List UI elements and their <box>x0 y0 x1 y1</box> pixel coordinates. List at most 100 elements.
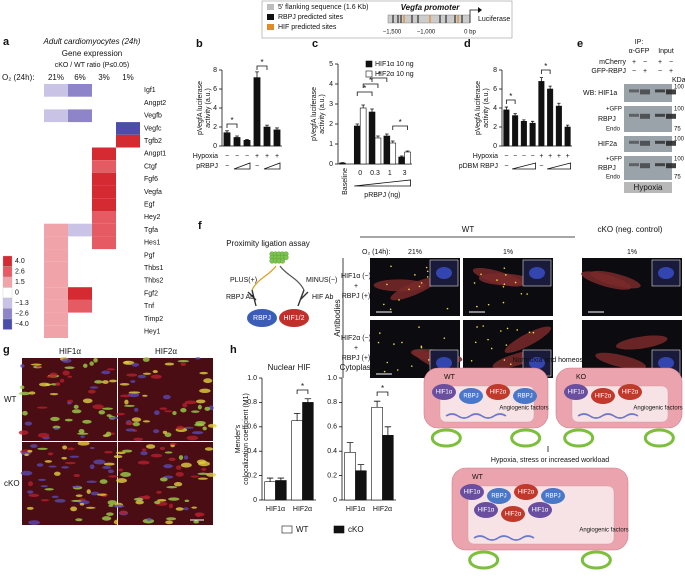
tissue <box>177 359 190 363</box>
protein <box>541 488 565 504</box>
column-label: 1% <box>122 73 134 82</box>
scale-label: 0 <box>15 289 19 296</box>
condition-label: Hypoxia <box>193 153 218 160</box>
x-tick-label: Baseline <box>342 168 349 195</box>
heatmap-cell <box>116 134 140 148</box>
tissue <box>193 520 199 524</box>
pla-dot <box>425 266 428 269</box>
tissue <box>119 394 132 398</box>
tissue <box>108 379 118 383</box>
tissue <box>93 357 98 363</box>
heatmap-cell <box>44 274 68 288</box>
y-axis-label: pVegfA luciferase <box>475 81 482 135</box>
gene-label: Tgfb2 <box>144 138 162 145</box>
arrow-head <box>478 7 482 13</box>
tissue <box>99 479 108 484</box>
condition-mark: − <box>235 153 239 160</box>
column-label: HIF2α <box>155 347 177 356</box>
tissue <box>89 386 99 389</box>
pla-dot <box>418 326 420 328</box>
tissue <box>176 425 185 431</box>
tissue <box>190 475 199 478</box>
error-bar <box>376 135 380 138</box>
tissue <box>134 407 139 412</box>
pla-dot <box>516 329 518 331</box>
tissue <box>153 429 160 434</box>
tissue <box>166 486 178 489</box>
error-bar <box>405 150 410 152</box>
tissue <box>152 370 158 374</box>
tissue <box>195 420 206 426</box>
inset <box>522 259 552 287</box>
tissue <box>156 490 162 494</box>
gene-label: Tnf <box>144 303 154 310</box>
y-tick-label: 3 <box>329 101 333 108</box>
tissue <box>142 420 151 423</box>
protein <box>486 384 510 400</box>
antibody-label: HIF Ab <box>312 294 334 301</box>
tissue <box>89 464 95 470</box>
row-label: GFP-RBPJ <box>591 68 626 75</box>
bar <box>253 77 261 147</box>
row-mark: − <box>643 59 647 66</box>
gene-label: Ctgf <box>144 163 157 170</box>
pla-dot <box>379 332 381 334</box>
protein-label: RBPJ <box>253 315 271 322</box>
tissue <box>101 370 111 375</box>
condition-mark: − <box>539 163 543 170</box>
error-bar <box>225 130 229 133</box>
tissue <box>143 495 151 500</box>
protein-label: HIF2α <box>505 512 522 518</box>
protein-label: HIF2α <box>595 394 612 400</box>
nucleus <box>658 267 674 279</box>
tissue <box>196 459 207 464</box>
error-bar <box>390 140 395 143</box>
tissue <box>191 506 198 509</box>
legend-swatch <box>267 24 274 30</box>
ramp <box>547 162 572 170</box>
protein-label: HIF2α <box>622 390 639 396</box>
y-tick-label: 0.8 <box>247 399 257 406</box>
pla-dot <box>393 343 395 345</box>
panel-letter: d <box>464 38 471 50</box>
tissue <box>20 470 33 476</box>
gene-label: Vegfb <box>144 113 162 120</box>
tissue <box>109 416 121 419</box>
pla-dot <box>520 292 523 295</box>
pla-dot <box>401 341 403 344</box>
x-tick-label: HIF2α <box>373 506 392 513</box>
pla-dot <box>532 331 535 334</box>
pla-dot <box>487 303 490 306</box>
bar <box>382 435 394 501</box>
tissue <box>145 444 156 449</box>
protein <box>460 484 484 500</box>
tissue <box>61 358 72 363</box>
tissue <box>113 455 123 459</box>
tissue <box>82 419 92 424</box>
nucleus <box>658 357 674 369</box>
bar <box>359 107 367 165</box>
significance: * <box>381 384 384 393</box>
tissue <box>30 444 38 448</box>
error-bar <box>361 104 365 108</box>
tissue <box>102 380 109 384</box>
gene-label: Fgf2 <box>144 290 158 297</box>
panel-letter: b <box>196 38 203 50</box>
genotype-label: WT <box>444 374 456 381</box>
error-bar <box>265 124 269 127</box>
tissue <box>69 455 80 458</box>
significance: * <box>363 84 366 93</box>
tissue <box>131 417 142 422</box>
tissue <box>204 447 214 451</box>
error-bar <box>275 127 279 130</box>
y-axis-label: activity (a.u.) <box>483 88 490 128</box>
blot-sublabel: Endo <box>606 175 621 181</box>
legend-swatch <box>333 525 345 534</box>
error-bar <box>504 106 509 110</box>
tissue <box>169 442 177 446</box>
bar <box>404 151 411 165</box>
tissue <box>67 447 75 451</box>
significance-bracket <box>376 391 389 396</box>
